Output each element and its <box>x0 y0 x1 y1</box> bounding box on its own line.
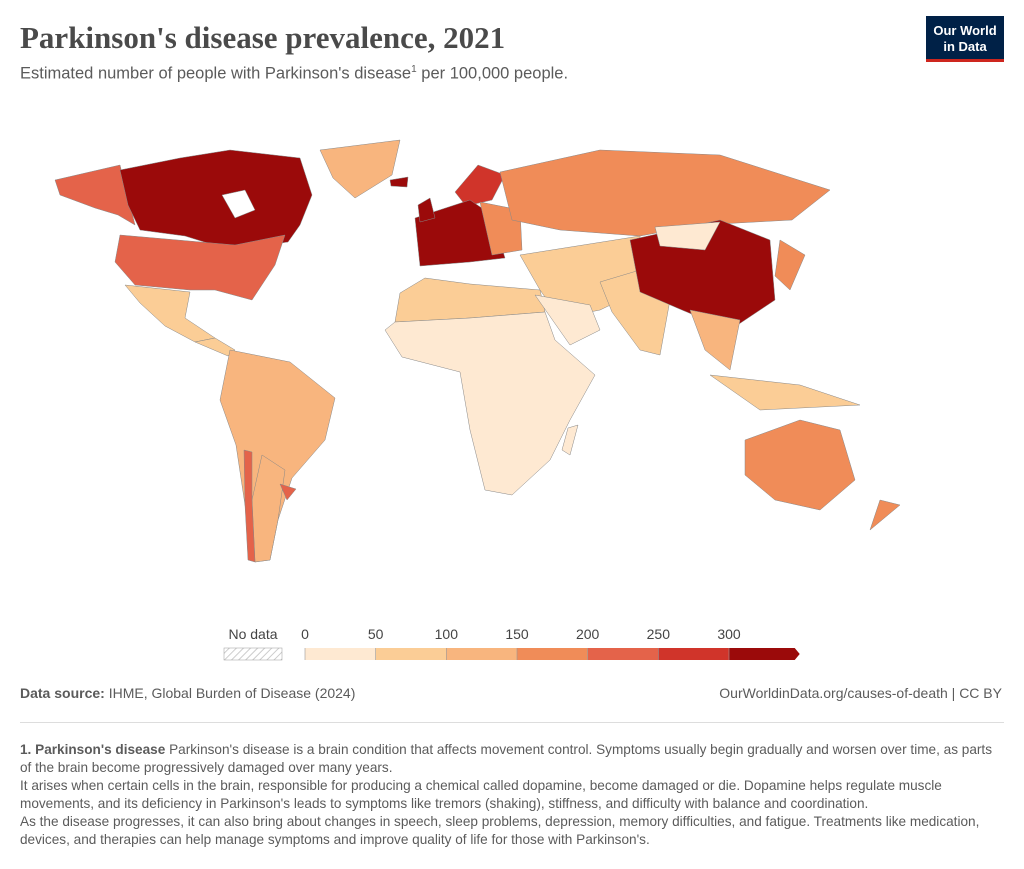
new-zealand <box>869 499 901 531</box>
footnote-ref: 1 <box>411 64 417 75</box>
footnote-number: 1. <box>20 742 32 757</box>
legend-swatch <box>517 648 588 660</box>
legend-tick-label: 300 <box>717 626 741 642</box>
japan <box>774 239 806 291</box>
mongolia <box>654 221 721 251</box>
legend-swatch <box>446 648 517 660</box>
no-data-swatch <box>223 647 283 661</box>
legend-swatch <box>658 648 729 660</box>
australia <box>744 419 856 511</box>
source-text: IHME, Global Burden of Disease (2024) <box>108 685 356 701</box>
hudson-bay <box>221 189 256 219</box>
legend-swatch <box>587 648 659 660</box>
scandinavia <box>454 164 506 207</box>
russia <box>499 149 831 237</box>
logo[interactable]: Our World in Data <box>926 16 1004 62</box>
divider <box>20 722 1004 723</box>
logo-line: in Data <box>943 39 987 54</box>
south-america <box>219 349 336 563</box>
logo-line: Our World <box>933 23 997 38</box>
uruguay <box>279 483 297 501</box>
legend-swatch <box>375 648 447 660</box>
legend-tick-label: 50 <box>368 626 384 642</box>
chile <box>243 449 256 563</box>
china <box>629 219 776 331</box>
legend-swatch <box>305 648 376 660</box>
legend-tick-label: 100 <box>435 626 459 642</box>
legend-tick-label: 200 <box>576 626 600 642</box>
source-label: Data source: <box>20 685 105 701</box>
legend: 0 50 100 150 200 250 300 <box>301 626 800 660</box>
footnote-line: It arises when certain cells in the brai… <box>20 778 942 811</box>
footnote-term: Parkinson's disease <box>35 742 166 757</box>
british-isles <box>417 197 436 223</box>
usa <box>114 234 286 301</box>
title: Parkinson's disease prevalence, 2021 <box>20 20 506 55</box>
legend-swatch <box>729 648 800 660</box>
url[interactable]: OurWorldinData.org/causes-of-death | CC … <box>719 685 1002 701</box>
arabia <box>534 294 601 346</box>
western-europe <box>414 199 506 267</box>
footnote-line: 1. Parkinson's disease Parkinson's disea… <box>20 741 995 777</box>
central-america <box>194 337 236 357</box>
indonesia <box>709 374 861 411</box>
subtitle: Estimated number of people with Parkinso… <box>20 64 568 84</box>
southeast-asia <box>689 309 741 371</box>
source: Data source: IHME, Global Burden of Dise… <box>20 685 355 701</box>
subtitle-text: per 100,000 people. <box>416 64 569 83</box>
madagascar <box>561 424 579 456</box>
countries <box>54 139 901 563</box>
mexico <box>124 284 216 343</box>
subtitle-text: Estimated number of people with Parkinso… <box>20 64 412 83</box>
footnote-line: As the disease progresses, it can also b… <box>20 814 980 847</box>
legend-tick-label: 150 <box>505 626 529 642</box>
legend-tick-label: 250 <box>647 626 671 642</box>
footnote-text: Parkinson's disease is a brain condition… <box>20 742 993 775</box>
iceland <box>389 176 409 188</box>
canada <box>119 149 313 251</box>
africa <box>384 311 596 496</box>
no-data-label: No data <box>228 626 277 642</box>
greenland <box>319 139 401 199</box>
map: No data 0 50 100 150 200 250 300 <box>54 139 901 661</box>
footnote: 1. Parkinson's disease Parkinson's disea… <box>20 741 995 849</box>
legend-tick-label: 0 <box>301 626 309 642</box>
alaska <box>54 164 136 226</box>
